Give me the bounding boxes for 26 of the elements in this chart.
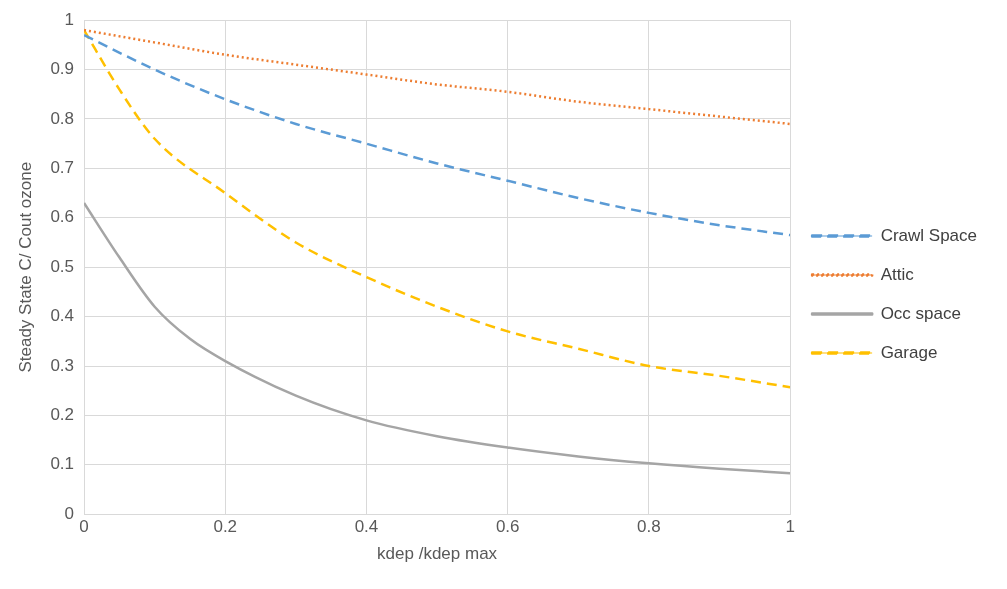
y-tick-label: 0: [64, 503, 75, 523]
x-tick-label: 1: [785, 517, 795, 537]
y-tick-label: 0.6: [50, 207, 75, 227]
line-series: [84, 28, 791, 126]
y-tick-label: 0.5: [50, 256, 75, 276]
x-tick-label: 0.8: [637, 517, 661, 537]
y-axis-title: Steady State C/ Cout ozone: [15, 161, 35, 373]
legend-label: Garage: [880, 342, 938, 362]
y-tick-label: 0.3: [50, 355, 75, 375]
x-tick-label: 0.6: [495, 517, 520, 537]
legend-label: Attic: [880, 264, 915, 284]
y-tick-label: 0.2: [50, 405, 75, 425]
y-tick-label: 0.9: [50, 59, 75, 79]
line-series: [84, 201, 791, 475]
x-tick-label: 0.2: [213, 517, 238, 537]
legend-label: Occ space: [880, 303, 961, 323]
x-tick-label: 0: [79, 517, 89, 537]
y-tick-label: 1: [64, 9, 75, 29]
x-tick-label: 0.4: [354, 517, 379, 537]
y-tick-label: 0.1: [50, 454, 75, 474]
y-tick-label: 0.4: [50, 306, 75, 326]
legend-label: Crawl Space: [880, 225, 977, 245]
x-axis-title: kdep /kdep max: [377, 544, 498, 564]
y-tick-label: 0.7: [50, 158, 75, 178]
line-series: [84, 33, 791, 237]
y-tick-label: 0.8: [50, 108, 75, 128]
